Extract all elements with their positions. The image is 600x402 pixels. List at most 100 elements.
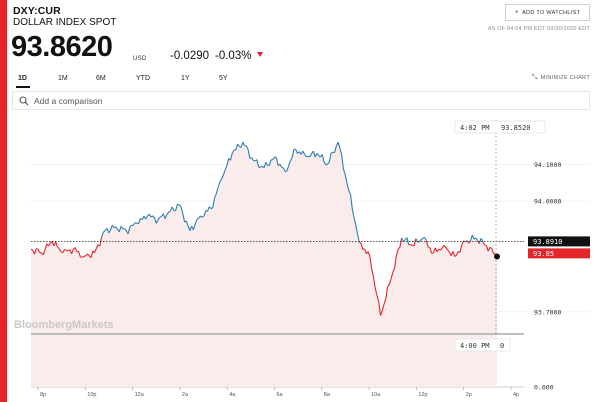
down-arrow-icon (257, 52, 263, 57)
series-segment (182, 213, 186, 223)
series-segment (194, 219, 198, 225)
collapse-arrows-icon: ⤡ (531, 74, 538, 81)
volume-zero-label: 0.000 (534, 384, 554, 392)
range-tab-5y[interactable]: 5Y (219, 75, 228, 82)
range-tab-1m[interactable]: 1M (58, 75, 68, 82)
series-segment (109, 225, 113, 231)
series-segment (247, 149, 251, 159)
svg-text:0: 0 (500, 342, 504, 350)
series-segment (434, 247, 438, 253)
series-segment (440, 247, 443, 251)
series-segment (71, 248, 74, 255)
series-segment (217, 181, 221, 188)
series-segment (357, 234, 360, 242)
series-segment (337, 141, 341, 149)
minimize-chart-button[interactable]: ⤡ MINIMIZE CHART (532, 74, 590, 82)
series-segment (37, 249, 41, 254)
series-segment (291, 148, 295, 158)
series-segment (323, 161, 327, 165)
series-segment (265, 162, 268, 166)
series-segment (344, 174, 348, 184)
series-segment (355, 224, 359, 235)
series-segment (212, 197, 216, 208)
series-segment (487, 247, 491, 252)
series-segment (48, 242, 51, 247)
series-segment (224, 165, 228, 171)
range-tab-ytd[interactable]: YTD (136, 75, 150, 82)
series-segment (180, 206, 184, 214)
series-segment (205, 210, 208, 212)
cursor-bottom-label: 4:00 PM 0 (454, 338, 511, 352)
range-tab-1d[interactable]: 1D (18, 75, 27, 82)
series-segment (455, 251, 459, 256)
series-segment (372, 276, 376, 288)
series-segment (74, 247, 78, 253)
series-segment (141, 215, 145, 220)
series-segment (327, 161, 330, 165)
add-to-watchlist-button[interactable]: + ADD TO WATCHLIST (505, 4, 590, 21)
series-segment (445, 247, 449, 251)
series-segment (30, 248, 34, 251)
x-tick-label: 4a (229, 392, 236, 398)
series-segment (203, 210, 207, 217)
last-point-marker[interactable] (494, 253, 500, 260)
series-segment (148, 213, 152, 218)
series-segment (124, 228, 127, 232)
series-segment (152, 215, 156, 219)
series-segment (312, 150, 316, 158)
series-segment (478, 238, 482, 244)
series-area (31, 142, 497, 334)
series-segment (173, 209, 176, 212)
series-segment (454, 254, 457, 257)
svg-text:93.85: 93.85 (533, 250, 554, 258)
series-segment (286, 165, 290, 172)
series-segment (415, 238, 419, 242)
series-segment (392, 267, 396, 273)
series-segment (219, 178, 223, 183)
ticker-symbol: DXY:CUR (13, 5, 61, 17)
x-tick-label: 6a (277, 392, 284, 398)
series-segment (469, 235, 473, 242)
series-segment (83, 255, 86, 258)
series-segment (491, 247, 495, 254)
series-segment (443, 245, 447, 248)
series-segment (249, 157, 252, 159)
series-segment (385, 286, 389, 299)
comparison-search-box[interactable]: Add a comparison (12, 91, 590, 110)
series-segment (231, 149, 235, 154)
series-segment (159, 215, 162, 218)
series-segment (101, 231, 104, 238)
series-segment (240, 141, 244, 148)
series-segment (78, 251, 81, 258)
series-segment (471, 234, 475, 240)
add-to-watchlist-label: ADD TO WATCHLIST (522, 9, 581, 16)
series-segment (93, 248, 97, 254)
series-segment (480, 238, 484, 242)
series-segment (387, 284, 390, 288)
series-segment (376, 295, 380, 302)
series-segment (108, 230, 111, 234)
series-segment (168, 210, 171, 213)
series-segment (229, 153, 233, 161)
series-segment (394, 255, 397, 268)
series-segment (339, 147, 343, 156)
series-segment (36, 248, 39, 250)
series-segment (279, 163, 283, 168)
series-segment (42, 248, 46, 255)
range-tab-1y[interactable]: 1Y (181, 75, 190, 82)
series-segment (178, 204, 182, 208)
series-segment (447, 249, 450, 253)
series-segment (397, 246, 401, 250)
series-segment (328, 152, 332, 163)
comparison-input[interactable]: Add a comparison (34, 96, 103, 106)
series-segment (406, 237, 410, 245)
current-price-tag: 93.85 (528, 248, 590, 259)
range-tab-6m[interactable]: 6M (96, 75, 106, 82)
y-tick-label: 94.1000 (534, 161, 561, 169)
series-segment (420, 237, 424, 241)
series-segment (452, 251, 456, 257)
series-segment (214, 193, 217, 198)
series-segment (200, 215, 203, 218)
series-segment (33, 248, 37, 255)
price-chart[interactable]: BloombergMarkets 4:02 PM 93.8520 4:00 PM… (0, 112, 600, 402)
